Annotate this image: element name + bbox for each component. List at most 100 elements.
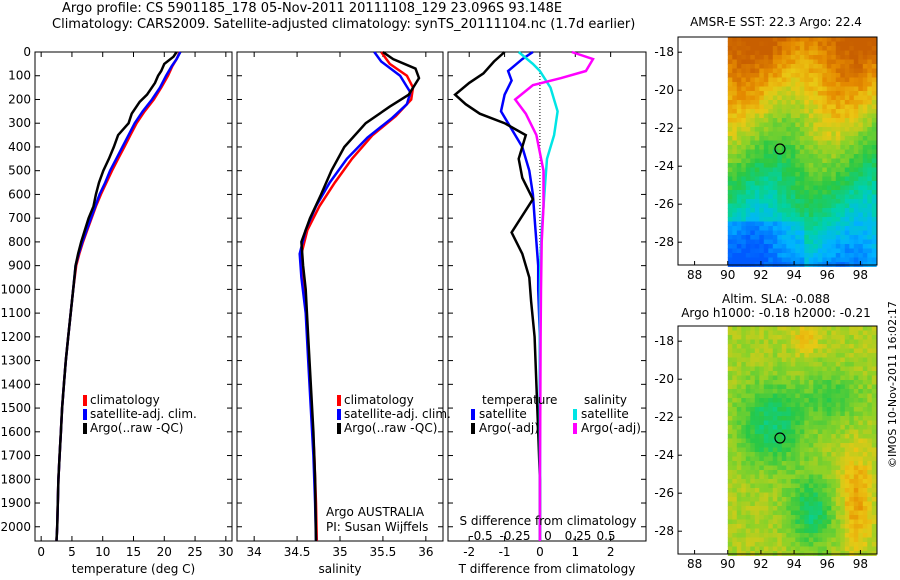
heatmap-cell [772,64,778,69]
heatmap-cell [808,344,814,349]
heatmap-cell [799,371,805,376]
heatmap-cell [808,488,814,493]
heatmap-cell [867,140,873,146]
heatmap-cell [795,528,801,534]
heatmap-cell [763,113,769,119]
heatmap-cell [871,73,877,78]
heatmap-cell [813,344,819,349]
heatmap-cell [750,100,756,105]
heatmap-cell [759,127,765,132]
heatmap-cell [732,393,738,399]
heatmap-cell [763,438,769,444]
heatmap-cell [727,366,733,372]
heatmap-cell [871,68,877,74]
heatmap-cell [813,384,819,390]
heatmap-cell [804,212,810,218]
heatmap-cell [862,118,868,123]
heatmap-cell [732,262,738,267]
heatmap-cell [844,447,850,453]
heatmap-cell [759,479,765,484]
heatmap-cell [790,257,796,263]
heatmap-cell [741,208,747,213]
heatmap-cell [732,362,738,367]
heatmap-cell [732,55,738,60]
heatmap-cell [849,113,855,119]
heatmap-cell [763,519,769,525]
heatmap-cell [741,212,747,218]
heatmap-cell [808,203,814,209]
heatmap-cell [862,41,868,47]
heatmap-cell [822,199,828,204]
heatmap-cell [786,127,792,132]
heatmap-cell [799,335,805,340]
heatmap-cell [736,253,742,258]
heatmap-cell [835,384,841,390]
heatmap-cell [781,447,787,453]
heatmap-cell [745,190,751,195]
heatmap-cell [826,438,832,444]
heatmap-cell [745,510,751,516]
argo-location-marker [774,432,786,444]
heatmap-cell [826,77,832,83]
heatmap-cell [763,510,769,516]
heatmap-cell [781,95,787,101]
heatmap-cell [849,248,855,254]
heatmap-cell [781,55,787,60]
heatmap-cell [795,253,801,258]
heatmap-cell [795,434,801,439]
heatmap-cell [772,488,778,493]
heatmap-cell [871,91,877,96]
heatmap-cell [867,253,873,258]
heatmap-cell [790,230,796,236]
heatmap-cell [853,546,859,552]
heatmap-cell [732,158,738,164]
heatmap-cell [741,248,747,254]
heatmap-cell [844,244,850,249]
legend-swatch [337,409,341,420]
heatmap-cell [777,420,783,426]
heatmap-cell [835,37,841,42]
heatmap-cell [822,524,828,529]
heatmap-cell [867,537,873,543]
heatmap-cell [745,194,751,200]
heatmap-cell [831,519,837,525]
heatmap-cell [840,37,846,42]
heatmap-cell [858,199,864,204]
heatmap-cell [727,353,733,358]
heatmap-cell [795,411,801,417]
heatmap-cell [826,533,832,538]
heatmap-cell [754,95,760,101]
heatmap-cell [741,416,747,421]
heatmap-cell [745,77,751,83]
heatmap-cell [817,149,823,155]
heatmap-cell [867,176,873,182]
heatmap-cell [858,443,864,448]
y-tick-label: -28 [654,235,674,249]
heatmap-cell [831,140,837,146]
heatmap-cell [826,253,832,258]
heatmap-cell [858,257,864,263]
heatmap-cell [804,172,810,177]
heatmap-cell [727,212,733,218]
heatmap-cell [759,402,765,408]
heatmap-cell [853,199,859,204]
heatmap-cell [750,208,756,213]
heatmap-cell [768,411,774,417]
heatmap-cell [804,537,810,543]
heatmap-cell [844,375,850,381]
y-tick-label: 1700 [0,449,31,463]
heatmap-cell [741,163,747,168]
heatmap-cell [759,91,765,96]
heatmap-cell [862,488,868,493]
heatmap-cell [867,380,873,385]
heatmap-cell [844,64,850,69]
heatmap-cell [867,158,873,164]
heatmap-cell [826,176,832,182]
heatmap-cell [849,59,855,65]
heatmap-cell [745,248,751,254]
salinity-axes-frame [236,51,444,542]
heatmap-cell [808,380,814,385]
heatmap-cell [781,506,787,511]
heatmap-cell [777,199,783,204]
heatmap-cell [817,82,823,87]
